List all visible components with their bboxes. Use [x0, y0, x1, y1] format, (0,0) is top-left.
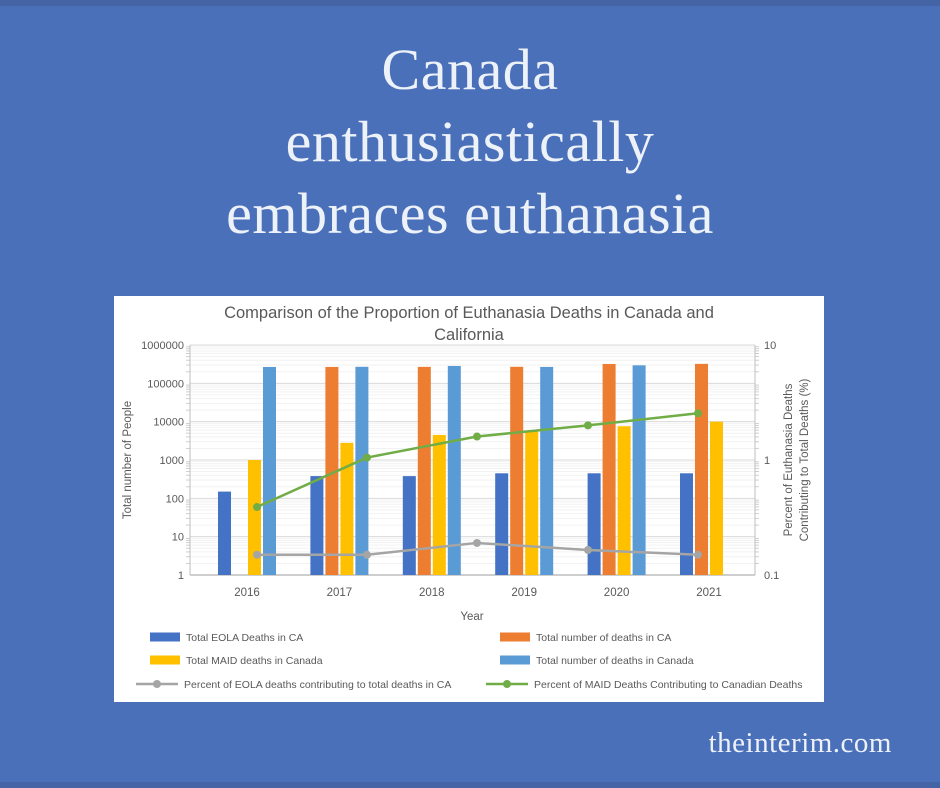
right-axis-tick: 10	[764, 340, 776, 352]
legend-entry: Percent of EOLA deaths contributing to t…	[136, 679, 451, 691]
bar-2016	[248, 460, 261, 575]
bar-2018	[402, 476, 416, 575]
line-series-2	[253, 409, 702, 512]
left-axis-tick: 100000	[147, 378, 184, 390]
poster-title-line-3: embraces euthanasia	[226, 180, 714, 246]
major-gridlines	[190, 344, 755, 576]
legend-label: Percent of EOLA deaths contributing to t…	[184, 679, 451, 691]
bottom-edge-strip	[0, 782, 940, 788]
bar-2016	[218, 491, 231, 575]
line-marker	[363, 550, 371, 559]
bar-2019	[495, 473, 509, 575]
x-axis-title: Year	[460, 611, 483, 623]
bar-2021	[710, 421, 723, 575]
bar-2020	[617, 426, 631, 575]
poster-title-line-1: Canada	[381, 37, 559, 102]
legend-swatch	[500, 655, 530, 665]
bar-2019	[525, 431, 539, 575]
bar-2017	[310, 476, 324, 575]
left-axis-tick: 10000	[153, 417, 184, 429]
bar-2019	[540, 366, 554, 575]
euthanasia-chart: Comparison of the Proportion of Euthanas…	[122, 304, 811, 691]
top-edge-strip	[0, 0, 940, 6]
chart-title-line-1: Comparison of the Proportion of Euthanas…	[224, 304, 714, 322]
left-axis-tick: 1000000	[141, 340, 184, 352]
x-axis-label-2020: 2020	[604, 587, 630, 599]
legend-entry: Total MAID deaths in Canada	[150, 655, 323, 667]
x-axis-label-2021: 2021	[696, 587, 722, 599]
line-marker	[253, 550, 261, 559]
x-axis-label-2017: 2017	[327, 587, 353, 599]
bar-series-2	[325, 363, 708, 575]
line-marker	[694, 409, 702, 418]
legend-swatch	[500, 632, 530, 642]
legend-label: Total number of deaths in CA	[536, 632, 671, 644]
bar-2021	[680, 473, 693, 575]
chart-title-line-2: California	[434, 326, 505, 344]
left-axis-title: Total number of People	[122, 401, 134, 519]
chart-panel: Comparison of the Proportion of Euthanas…	[114, 296, 824, 702]
line-marker	[584, 545, 592, 554]
x-axis-label-2018: 2018	[419, 587, 445, 599]
legend-label: Total EOLA Deaths in CA	[186, 632, 303, 644]
line-marker	[253, 503, 261, 512]
left-axis-tick: 1	[178, 570, 184, 582]
bar-2020	[587, 473, 601, 575]
x-axis-label-2019: 2019	[511, 587, 537, 599]
watermark-url: theinterim.com	[708, 727, 892, 759]
left-axis-tick: 1000	[160, 455, 184, 467]
bar-series-3	[248, 421, 723, 575]
left-axis-tick: 10	[172, 532, 184, 544]
bar-2017	[325, 366, 339, 575]
right-axis-tick: 1	[764, 455, 770, 467]
legend-label: Total MAID deaths in Canada	[186, 655, 323, 667]
legend-entry: Percent of MAID Deaths Contributing to C…	[486, 679, 802, 691]
legend-entry: Total number of deaths in CA	[500, 632, 671, 644]
bar-2017	[340, 442, 354, 575]
bar-2020	[632, 365, 646, 575]
left-axis-tick: 100	[166, 493, 184, 505]
bar-2018	[432, 434, 446, 575]
right-axis-title: Percent of Euthanasia Deaths Contributing…	[783, 378, 811, 541]
bar-series-4	[263, 365, 646, 575]
line-marker	[584, 421, 592, 430]
x-axis-label-2016: 2016	[234, 587, 260, 599]
legend-entry: Total EOLA Deaths in CA	[150, 632, 303, 644]
legend-line-marker	[503, 680, 511, 688]
bar-2019	[510, 366, 524, 575]
legend-entry: Total number of deaths in Canada	[500, 655, 694, 667]
legend-label: Percent of MAID Deaths Contributing to C…	[534, 679, 802, 691]
legend-label: Total number of deaths in Canada	[536, 655, 694, 667]
bar-2020	[602, 363, 616, 575]
line-marker	[473, 432, 481, 441]
bar-2017	[355, 366, 369, 575]
line-marker	[694, 550, 702, 559]
legend-swatch	[150, 655, 180, 665]
minor-gridlines	[186, 346, 759, 564]
bar-2018	[417, 366, 431, 575]
line-marker	[473, 538, 481, 547]
poster-title: Canada enthusiastically embraces euthana…	[0, 34, 940, 250]
poster-title-line-2: enthusiastically	[285, 108, 655, 174]
line-marker	[363, 453, 371, 462]
legend-line-marker	[153, 680, 161, 688]
right-axis-tick: 0.1	[764, 570, 779, 582]
bar-2021	[695, 363, 708, 575]
line-series-1	[253, 538, 702, 559]
bar-2016	[263, 366, 276, 575]
legend-swatch	[150, 632, 180, 642]
bar-2018	[447, 365, 461, 575]
